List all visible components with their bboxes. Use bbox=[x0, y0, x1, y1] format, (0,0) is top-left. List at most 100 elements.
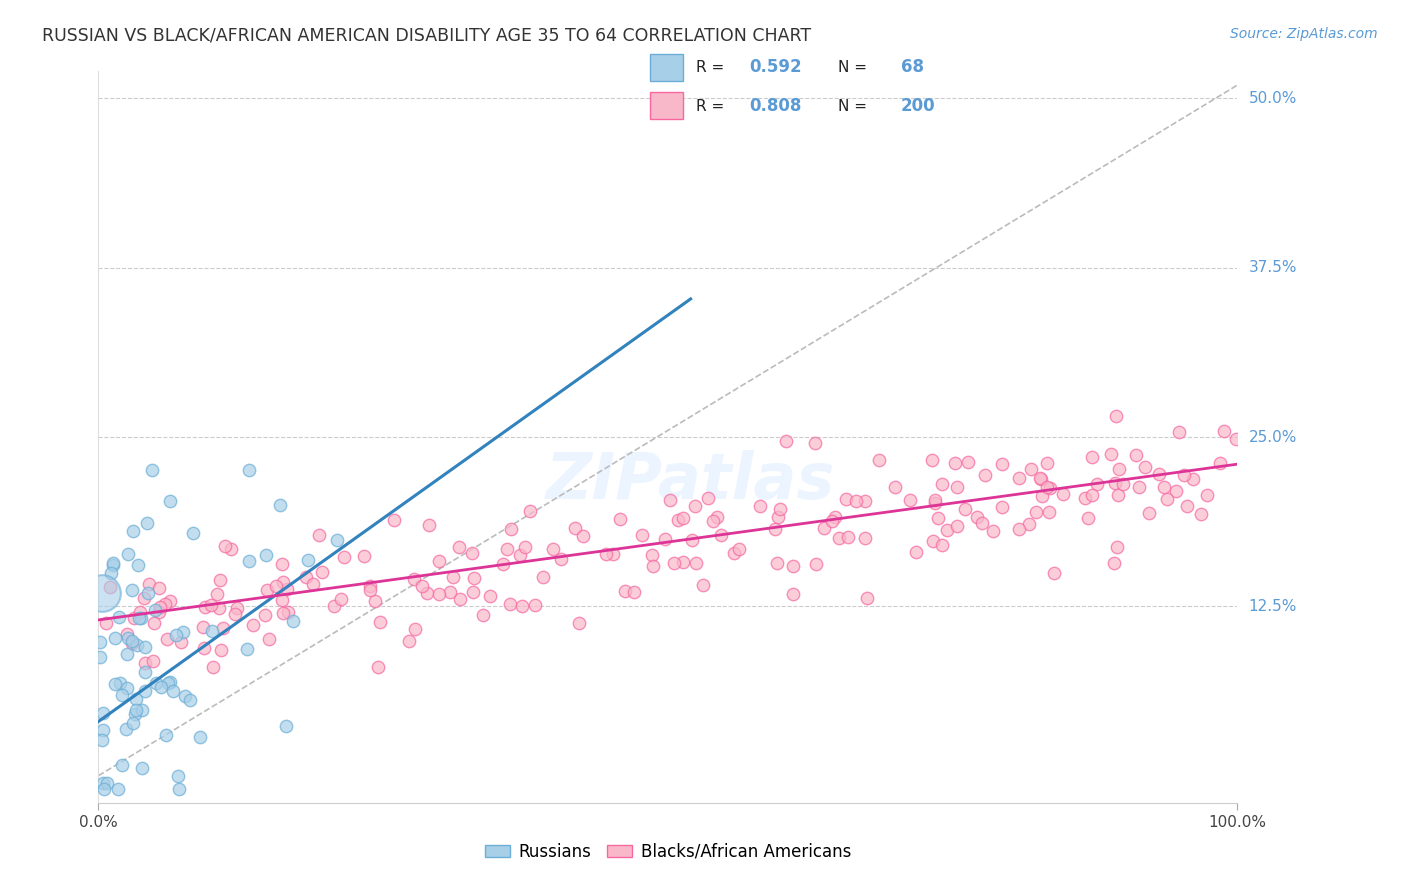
Point bbox=[142, 616, 165, 631]
Point bbox=[763, 522, 786, 536]
Point bbox=[276, 719, 298, 733]
Point bbox=[727, 542, 749, 557]
Point bbox=[499, 522, 522, 536]
Point bbox=[132, 591, 155, 605]
Point bbox=[970, 516, 993, 530]
Text: 0.592: 0.592 bbox=[749, 59, 801, 77]
Point bbox=[107, 782, 129, 797]
Text: 12.5%: 12.5% bbox=[1249, 599, 1296, 614]
Point bbox=[1029, 471, 1052, 485]
Point bbox=[853, 494, 876, 508]
Point bbox=[122, 610, 145, 624]
Point bbox=[531, 570, 554, 584]
Point bbox=[662, 556, 685, 570]
Point bbox=[623, 585, 645, 599]
Point bbox=[108, 675, 131, 690]
Point bbox=[973, 468, 995, 483]
Point bbox=[416, 586, 439, 600]
Point bbox=[155, 728, 177, 742]
Point bbox=[1209, 456, 1232, 470]
Point bbox=[804, 557, 827, 571]
Point bbox=[131, 703, 153, 717]
Point bbox=[1007, 471, 1029, 485]
Point bbox=[94, 615, 117, 630]
Point bbox=[323, 599, 346, 613]
Point bbox=[148, 582, 170, 596]
Text: 0.808: 0.808 bbox=[749, 97, 801, 115]
Point bbox=[654, 532, 676, 546]
Text: R =: R = bbox=[696, 60, 730, 75]
Point bbox=[259, 632, 281, 647]
Point bbox=[125, 703, 148, 717]
Point bbox=[641, 549, 664, 563]
Point bbox=[924, 492, 946, 507]
Point bbox=[515, 541, 537, 555]
Point bbox=[550, 551, 572, 566]
Point bbox=[478, 589, 501, 603]
Point bbox=[153, 597, 176, 611]
Point bbox=[449, 591, 471, 606]
Point bbox=[127, 558, 149, 572]
Point bbox=[1107, 488, 1129, 502]
Point bbox=[266, 579, 288, 593]
Point bbox=[1105, 540, 1128, 554]
Point bbox=[91, 723, 114, 737]
Point bbox=[143, 603, 166, 617]
Point bbox=[148, 600, 170, 615]
Point bbox=[121, 633, 143, 648]
Point bbox=[1147, 467, 1170, 481]
Text: Source: ZipAtlas.com: Source: ZipAtlas.com bbox=[1230, 27, 1378, 41]
Point bbox=[121, 636, 143, 650]
FancyBboxPatch shape bbox=[650, 92, 683, 120]
Point bbox=[837, 530, 859, 544]
Point bbox=[181, 526, 204, 541]
Point bbox=[804, 436, 827, 450]
Point bbox=[156, 676, 179, 690]
Point bbox=[134, 656, 156, 670]
Point bbox=[921, 453, 943, 467]
Point bbox=[271, 574, 294, 589]
Point bbox=[200, 598, 222, 612]
Point bbox=[283, 615, 305, 629]
Point bbox=[1156, 491, 1178, 506]
Point bbox=[966, 509, 988, 524]
Point bbox=[672, 555, 695, 569]
Point bbox=[710, 527, 733, 541]
Point bbox=[1182, 472, 1205, 486]
Point bbox=[641, 558, 664, 573]
Point bbox=[1039, 481, 1062, 495]
Point bbox=[1167, 425, 1189, 440]
Point bbox=[156, 632, 179, 646]
Point bbox=[368, 615, 391, 629]
Text: 37.5%: 37.5% bbox=[1249, 260, 1296, 276]
Point bbox=[1043, 566, 1066, 581]
Point bbox=[427, 587, 450, 601]
Point bbox=[111, 689, 134, 703]
Point bbox=[821, 514, 844, 528]
Point bbox=[496, 542, 519, 557]
Point bbox=[702, 514, 724, 528]
Point bbox=[946, 480, 969, 494]
Point bbox=[107, 609, 129, 624]
Point bbox=[541, 541, 564, 556]
Point bbox=[509, 548, 531, 562]
Point bbox=[706, 509, 728, 524]
Point bbox=[333, 549, 356, 564]
Point bbox=[1153, 480, 1175, 494]
Point bbox=[201, 660, 224, 674]
Point bbox=[93, 782, 115, 797]
Point bbox=[1008, 522, 1031, 536]
Point bbox=[128, 605, 150, 619]
Point bbox=[121, 524, 143, 539]
Point bbox=[190, 730, 212, 744]
Point bbox=[568, 615, 591, 630]
Point bbox=[883, 480, 905, 494]
Point bbox=[681, 533, 703, 547]
Point bbox=[595, 547, 617, 561]
Point bbox=[1197, 488, 1219, 502]
Point bbox=[125, 638, 148, 652]
Point bbox=[868, 453, 890, 467]
Point bbox=[609, 511, 631, 525]
Text: 68: 68 bbox=[901, 59, 924, 77]
Point bbox=[1029, 471, 1052, 485]
